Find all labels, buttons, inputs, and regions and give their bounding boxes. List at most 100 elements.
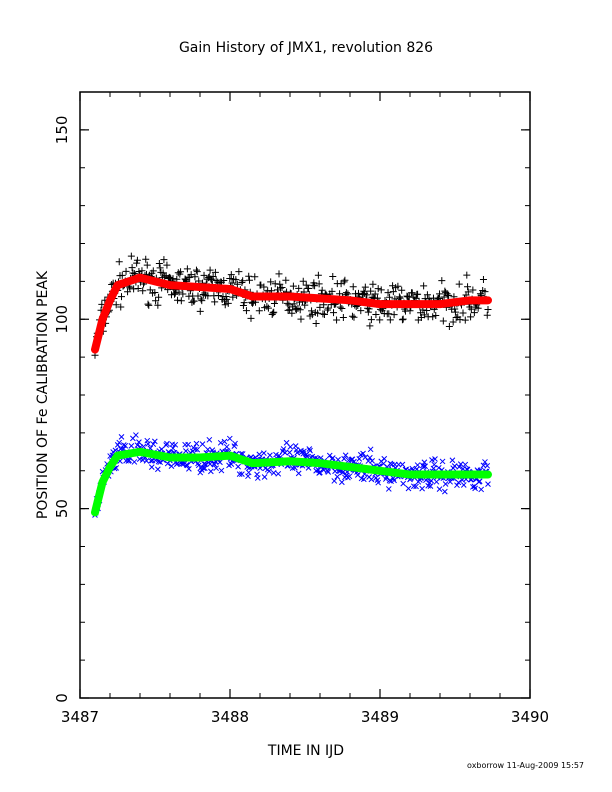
data-point-plus: [211, 268, 219, 276]
x-tick-label: 3488: [211, 708, 249, 726]
data-point-plus: [340, 278, 348, 286]
data-point-plus: [204, 292, 212, 300]
data-point-plus: [420, 282, 428, 290]
data-point-plus: [320, 310, 328, 318]
data-point-cross: [429, 457, 435, 463]
data-point-plus: [269, 309, 277, 317]
data-point-cross: [294, 449, 301, 456]
axes: 3487 3488 3489 3490 0 50 100 150: [53, 91, 549, 726]
data-point-plus: [452, 314, 460, 322]
data-point-plus: [314, 271, 322, 279]
data-point-plus: [191, 273, 199, 281]
data-point-cross: [154, 466, 161, 473]
data-point-cross: [200, 465, 207, 471]
data-point-plus: [463, 271, 471, 279]
data-point-plus: [117, 303, 125, 311]
data-point-cross: [431, 461, 438, 468]
data-point-plus: [197, 295, 205, 303]
data-point-cross: [419, 485, 425, 492]
x-tick-label: 3490: [511, 708, 549, 726]
data-point-cross: [118, 434, 125, 440]
data-point-plus: [390, 311, 398, 319]
data-point-cross: [226, 435, 233, 442]
data-point-plus: [126, 284, 134, 292]
data-point-plus: [423, 307, 431, 315]
data-point-plus: [316, 303, 324, 311]
data-point-cross: [295, 470, 302, 477]
data-point-cross: [428, 477, 435, 484]
data-point-plus: [374, 285, 382, 293]
data-point-cross: [362, 454, 369, 461]
data-point-plus: [394, 282, 402, 290]
data-point-plus: [406, 307, 414, 315]
data-point-plus: [414, 290, 422, 298]
data-point-cross: [155, 458, 162, 465]
data-point-plus: [112, 301, 120, 309]
chart-title: Gain History of JMX1, revolution 826: [179, 40, 433, 56]
data-point-cross: [414, 462, 421, 468]
data-point-cross: [232, 440, 238, 447]
data-point-plus: [192, 266, 200, 274]
data-point-plus: [122, 267, 130, 275]
data-point-plus: [194, 292, 202, 300]
data-point-plus: [260, 283, 268, 291]
data-point-cross: [360, 450, 366, 457]
data-point-cross: [442, 481, 449, 487]
data-point-plus: [338, 304, 346, 312]
data-point-cross: [122, 442, 129, 449]
data-point-plus: [464, 288, 472, 296]
data-point-plus: [464, 283, 472, 291]
data-point-plus: [263, 302, 271, 310]
data-point-cross: [202, 461, 209, 468]
data-point-plus: [455, 280, 463, 288]
data-point-cross: [280, 446, 287, 452]
data-point-plus: [308, 307, 316, 315]
data-point-plus: [190, 297, 198, 305]
data-point-cross: [150, 441, 157, 448]
data-point-plus: [273, 286, 281, 294]
data-point-plus: [329, 272, 337, 280]
data-point-plus: [128, 264, 136, 272]
data-point-plus: [235, 268, 243, 276]
x-axis-label: TIME IN IJD: [267, 743, 344, 759]
data-point-cross: [221, 438, 228, 445]
data-point-plus: [155, 259, 163, 267]
data-point-plus: [115, 258, 123, 266]
data-point-cross: [462, 461, 469, 468]
data-point-plus: [377, 286, 385, 294]
green-trend-line: [91, 447, 492, 517]
data-point-cross: [375, 479, 382, 486]
data-point-plus: [138, 267, 146, 275]
data-point-cross: [449, 457, 456, 464]
data-point-plus: [160, 256, 168, 264]
data-point-plus: [143, 261, 151, 269]
data-point-plus: [174, 296, 182, 304]
data-point-plus: [267, 278, 275, 286]
data-point-cross: [301, 448, 307, 455]
data-point-cross: [427, 483, 434, 489]
data-point-cross: [432, 456, 438, 462]
data-point-plus: [429, 313, 437, 321]
data-point-plus: [133, 259, 141, 267]
data-point-cross: [325, 469, 332, 475]
data-point-plus: [239, 277, 247, 285]
data-point-plus: [330, 309, 338, 317]
data-point-plus: [223, 295, 231, 303]
data-point-plus: [118, 271, 126, 279]
data-point-plus: [301, 301, 309, 309]
data-point-plus: [232, 276, 240, 284]
data-point-cross: [329, 455, 336, 461]
data-point-plus: [467, 313, 475, 321]
data-point-cross: [386, 477, 393, 484]
data-point-plus: [355, 289, 363, 297]
data-point-cross: [185, 441, 191, 448]
data-point-plus: [245, 276, 253, 284]
data-point-cross: [183, 448, 189, 454]
data-point-plus: [208, 276, 216, 284]
data-point-cross: [157, 459, 163, 466]
data-point-cross: [460, 482, 467, 488]
data-point-cross: [145, 441, 151, 447]
data-point-plus: [161, 272, 169, 280]
data-point-cross: [409, 465, 416, 472]
